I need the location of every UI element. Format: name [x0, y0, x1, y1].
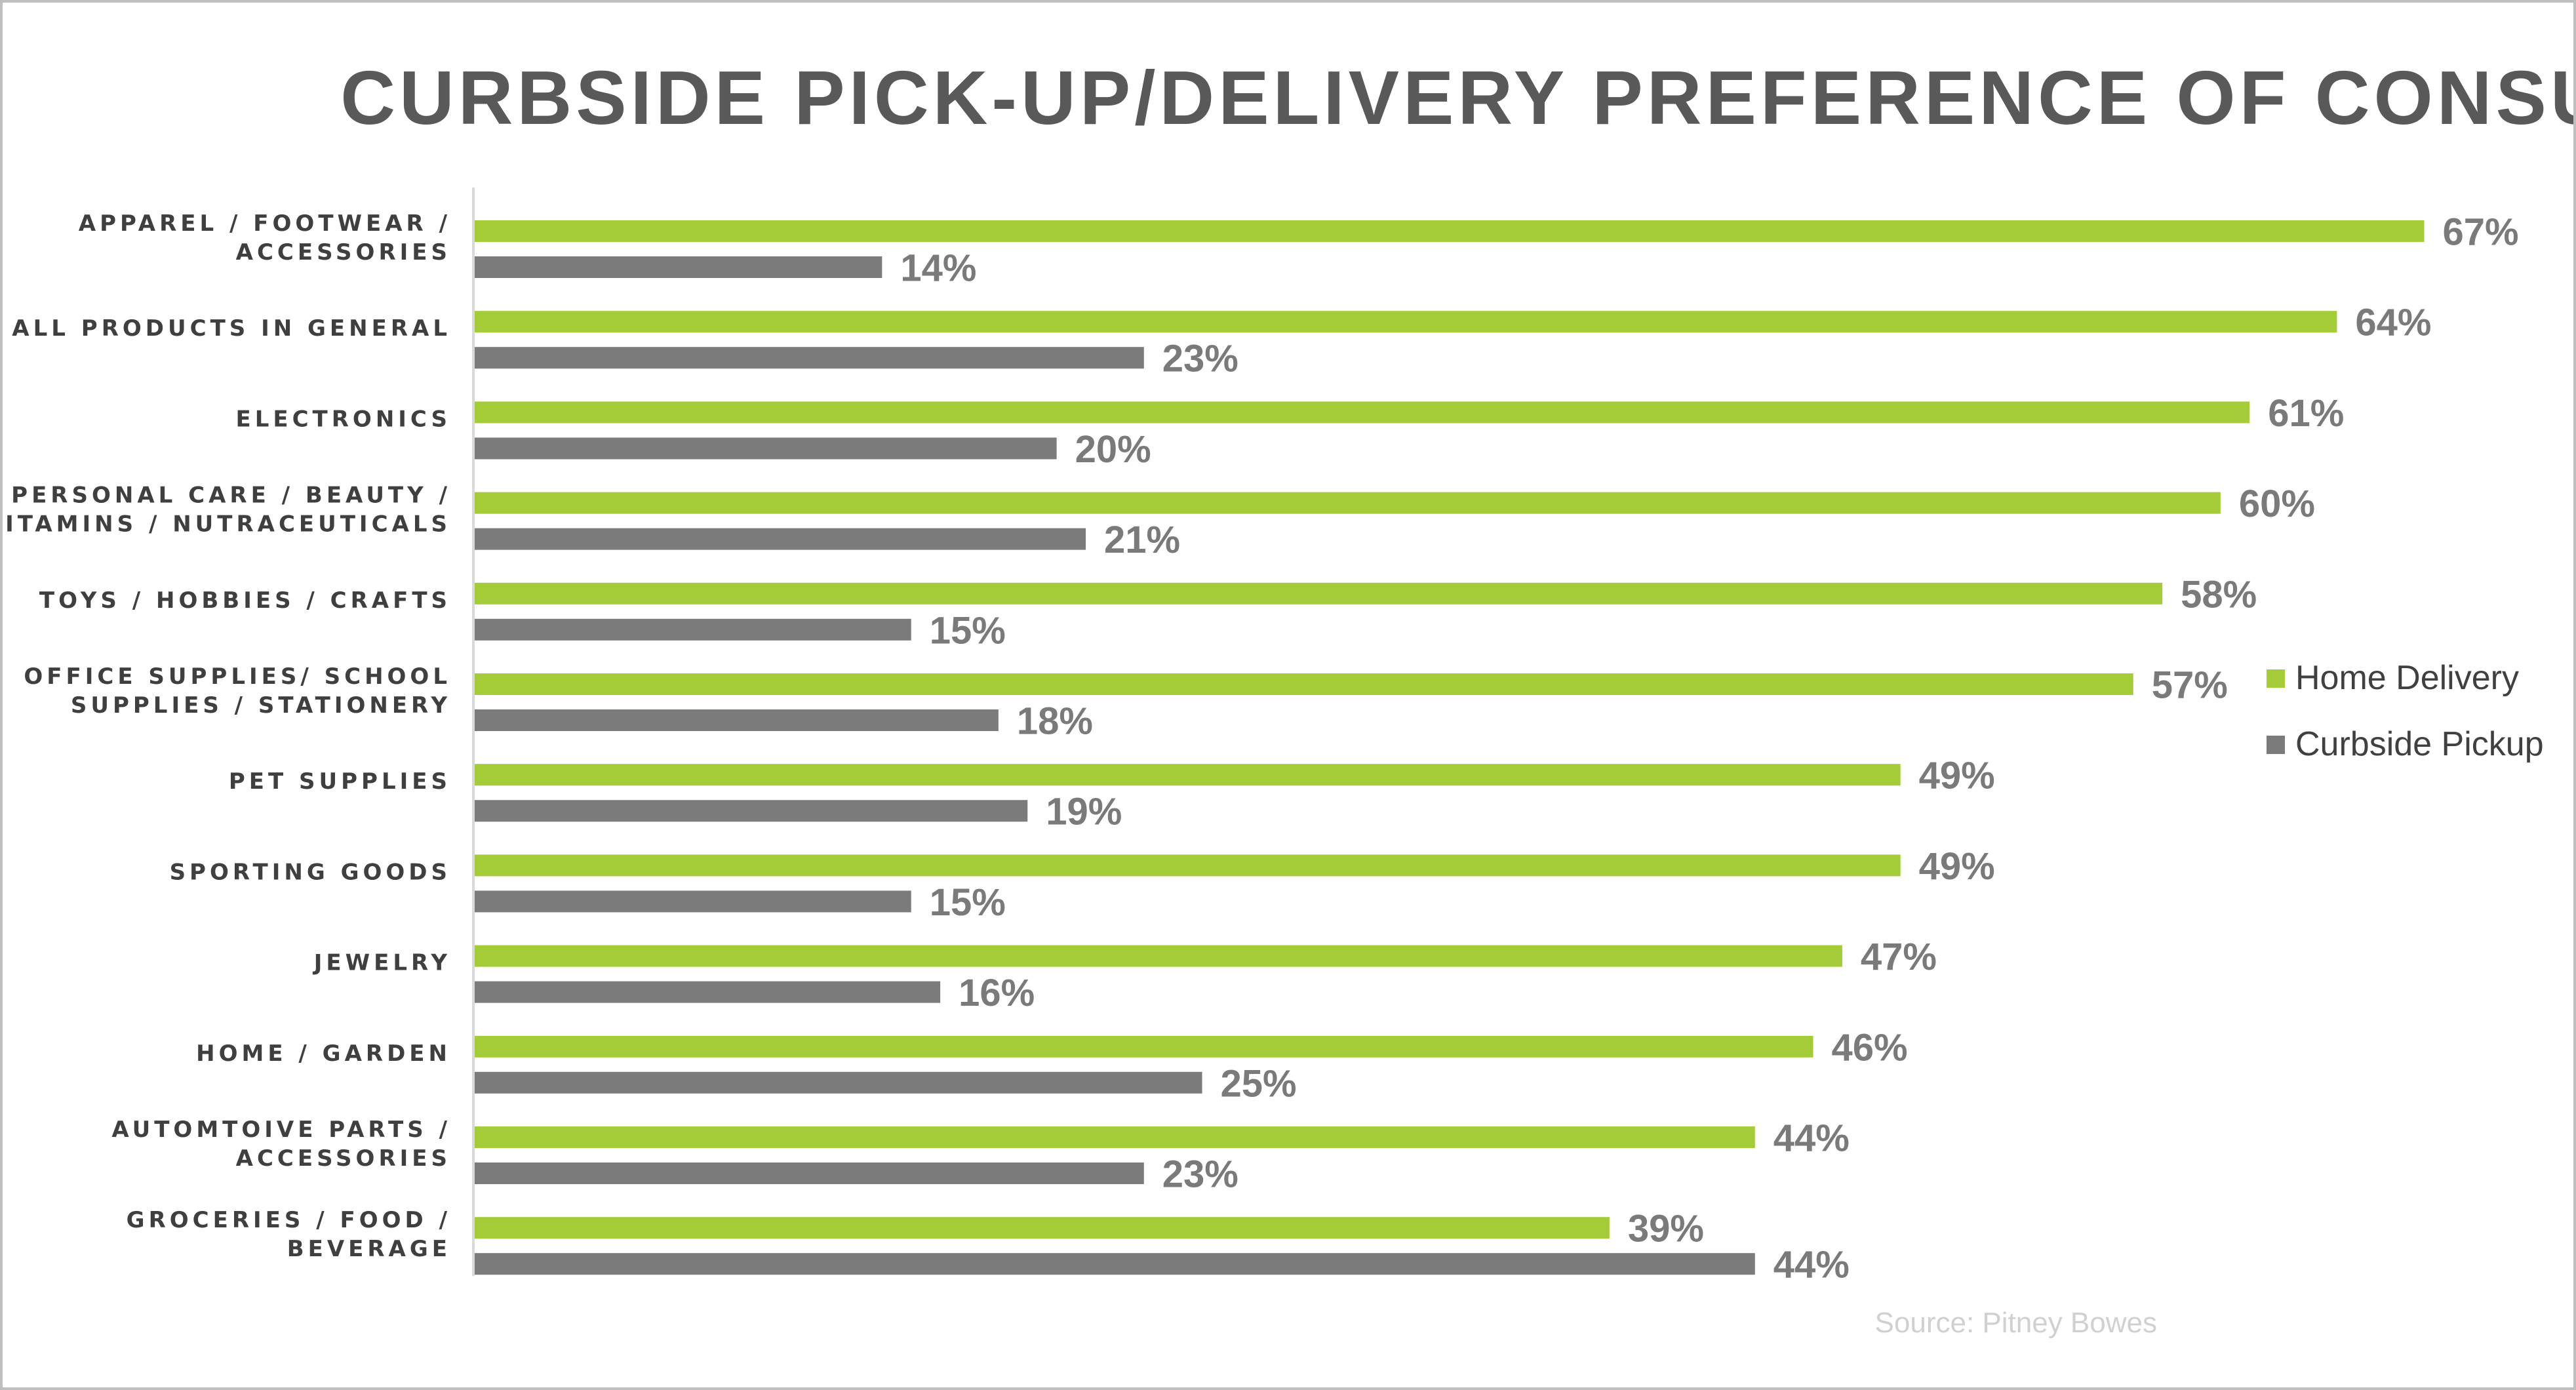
bar-home-delivery-personal-care-beauty-vitamins-nutraceuticals: [475, 492, 2221, 514]
data-label-curbside-pickup-sporting-goods: 15%: [930, 881, 1006, 924]
bar-curbside-pickup-toys-hobbies-crafts: [475, 618, 911, 641]
bar-home-delivery-groceries-food-beverage: [475, 1217, 1610, 1239]
bar-curbside-pickup-apparel-footwear-accessories: [475, 256, 882, 278]
bar-curbside-pickup-pet-supplies: [475, 800, 1028, 822]
bar-home-delivery-home-garden: [475, 1035, 1813, 1058]
data-label-curbside-pickup-toys-hobbies-crafts: 15%: [930, 609, 1006, 652]
category-label-sporting-goods: SPORTING GOODS: [170, 859, 451, 885]
bar-curbside-pickup-office-supplies-school-supplies-stationery: [475, 709, 999, 731]
category-label-personal-care-beauty-vitamins-nutraceuticals-line-2: VITAMINS / NUTRACEUTICALS: [3, 511, 451, 538]
data-label-curbside-pickup-apparel-footwear-accessories: 14%: [900, 247, 976, 290]
bar-home-delivery-pet-supplies: [475, 764, 1901, 786]
bar-home-delivery-automtoive-parts-accessories: [475, 1126, 1755, 1148]
legend-swatch-curbside-pickup: [2267, 736, 2285, 754]
data-label-home-delivery-toys-hobbies-crafts: 58%: [2181, 573, 2257, 616]
category-label-apparel-footwear-accessories-line-2: ACCESSORIES: [236, 239, 451, 266]
bar-home-delivery-jewelry: [475, 945, 1842, 967]
data-label-curbside-pickup-all-products-in-general: 23%: [1162, 338, 1238, 380]
category-label-office-supplies-school-supplies-stationery-line-1: OFFICE SUPPLIES/ SCHOOL: [24, 664, 451, 690]
bar-curbside-pickup-home-garden: [475, 1071, 1202, 1094]
bar-curbside-pickup-jewelry: [475, 981, 941, 1003]
bar-home-delivery-toys-hobbies-crafts: [475, 582, 2163, 605]
bar-chart: CURBSIDE PICK-UP/DELIVERY PREFERENCE OF …: [3, 55, 2573, 1339]
bar-curbside-pickup-automtoive-parts-accessories: [475, 1162, 1144, 1184]
category-label-groceries-food-beverage-line-2: BEVERAGE: [287, 1236, 451, 1262]
data-label-home-delivery-all-products-in-general: 64%: [2355, 302, 2431, 344]
bar-home-delivery-all-products-in-general: [475, 311, 2337, 333]
data-label-curbside-pickup-pet-supplies: 19%: [1046, 791, 1122, 833]
data-label-curbside-pickup-office-supplies-school-supplies-stationery: 18%: [1017, 700, 1093, 743]
legend-swatch-home-delivery: [2267, 669, 2285, 688]
bar-home-delivery-office-supplies-school-supplies-stationery: [475, 673, 2133, 695]
data-label-curbside-pickup-groceries-food-beverage: 44%: [1773, 1244, 1850, 1286]
bar-home-delivery-sporting-goods: [475, 854, 1901, 877]
data-label-home-delivery-automtoive-parts-accessories: 44%: [1773, 1117, 1850, 1160]
data-label-curbside-pickup-automtoive-parts-accessories: 23%: [1162, 1153, 1238, 1196]
bar-curbside-pickup-sporting-goods: [475, 890, 911, 913]
category-label-automtoive-parts-accessories-line-1: AUTOMTOIVE PARTS /: [111, 1117, 451, 1143]
category-label-electronics: ELECTRONICS: [235, 406, 451, 432]
category-label-automtoive-parts-accessories-line-2: ACCESSORIES: [236, 1145, 451, 1172]
bars-layer: 67% 14% 64% 23% 61% 20% 60% 21% 58% 15% 57% 18% 49% 1…: [475, 211, 2519, 1286]
data-label-home-delivery-electronics: 61%: [2268, 392, 2344, 435]
source-note: Source: Pitney Bowes: [1875, 1307, 2157, 1339]
category-label-office-supplies-school-supplies-stationery-line-2: SUPPLIES / STATIONERY: [71, 692, 451, 719]
data-label-home-delivery-office-supplies-school-supplies-stationery: 57%: [2152, 664, 2228, 707]
category-label-jewelry: JEWELRY: [313, 950, 451, 976]
legend-label-curbside-pickup: Curbside Pickup: [2295, 725, 2544, 763]
data-label-home-delivery-sporting-goods: 49%: [1919, 845, 1995, 888]
category-label-home-garden: HOME / GARDEN: [196, 1041, 451, 1067]
bar-curbside-pickup-personal-care-beauty-vitamins-nutraceuticals: [475, 528, 1086, 550]
category-label-groceries-food-beverage-line-1: GROCERIES / FOOD /: [127, 1207, 451, 1233]
bar-curbside-pickup-electronics: [475, 437, 1057, 460]
category-label-all-products-in-general: ALL PRODUCTS IN GENERAL: [12, 315, 451, 342]
data-label-home-delivery-groceries-food-beverage: 39%: [1628, 1208, 1704, 1250]
chart-title: CURBSIDE PICK-UP/DELIVERY PREFERENCE OF …: [340, 55, 2573, 140]
bar-curbside-pickup-groceries-food-beverage: [475, 1253, 1755, 1275]
category-label-toys-hobbies-crafts: TOYS / HOBBIES / CRAFTS: [39, 587, 451, 614]
data-label-home-delivery-jewelry: 47%: [1861, 936, 1937, 978]
data-label-curbside-pickup-jewelry: 16%: [959, 972, 1035, 1014]
data-label-home-delivery-pet-supplies: 49%: [1919, 755, 1995, 797]
data-label-curbside-pickup-personal-care-beauty-vitamins-nutraceuticals: 21%: [1104, 519, 1180, 561]
data-label-curbside-pickup-home-garden: 25%: [1221, 1062, 1297, 1105]
category-label-pet-supplies: PET SUPPLIES: [229, 768, 451, 795]
data-label-home-delivery-apparel-footwear-accessories: 67%: [2443, 211, 2519, 254]
category-label-apparel-footwear-accessories-line-1: APPAREL / FOOTWEAR /: [79, 210, 451, 237]
data-label-curbside-pickup-electronics: 20%: [1075, 428, 1151, 471]
category-label-personal-care-beauty-vitamins-nutraceuticals-line-1: PERSONAL CARE / BEAUTY /: [11, 483, 451, 509]
bar-home-delivery-electronics: [475, 401, 2250, 424]
data-label-home-delivery-personal-care-beauty-vitamins-nutraceuticals: 60%: [2239, 483, 2315, 525]
legend: Home Delivery Curbside Pickup: [2267, 659, 2544, 763]
bar-home-delivery-apparel-footwear-accessories: [475, 220, 2425, 242]
legend-label-home-delivery: Home Delivery: [2295, 659, 2519, 697]
data-label-home-delivery-home-garden: 46%: [1832, 1026, 1908, 1069]
bar-curbside-pickup-all-products-in-general: [475, 347, 1144, 369]
